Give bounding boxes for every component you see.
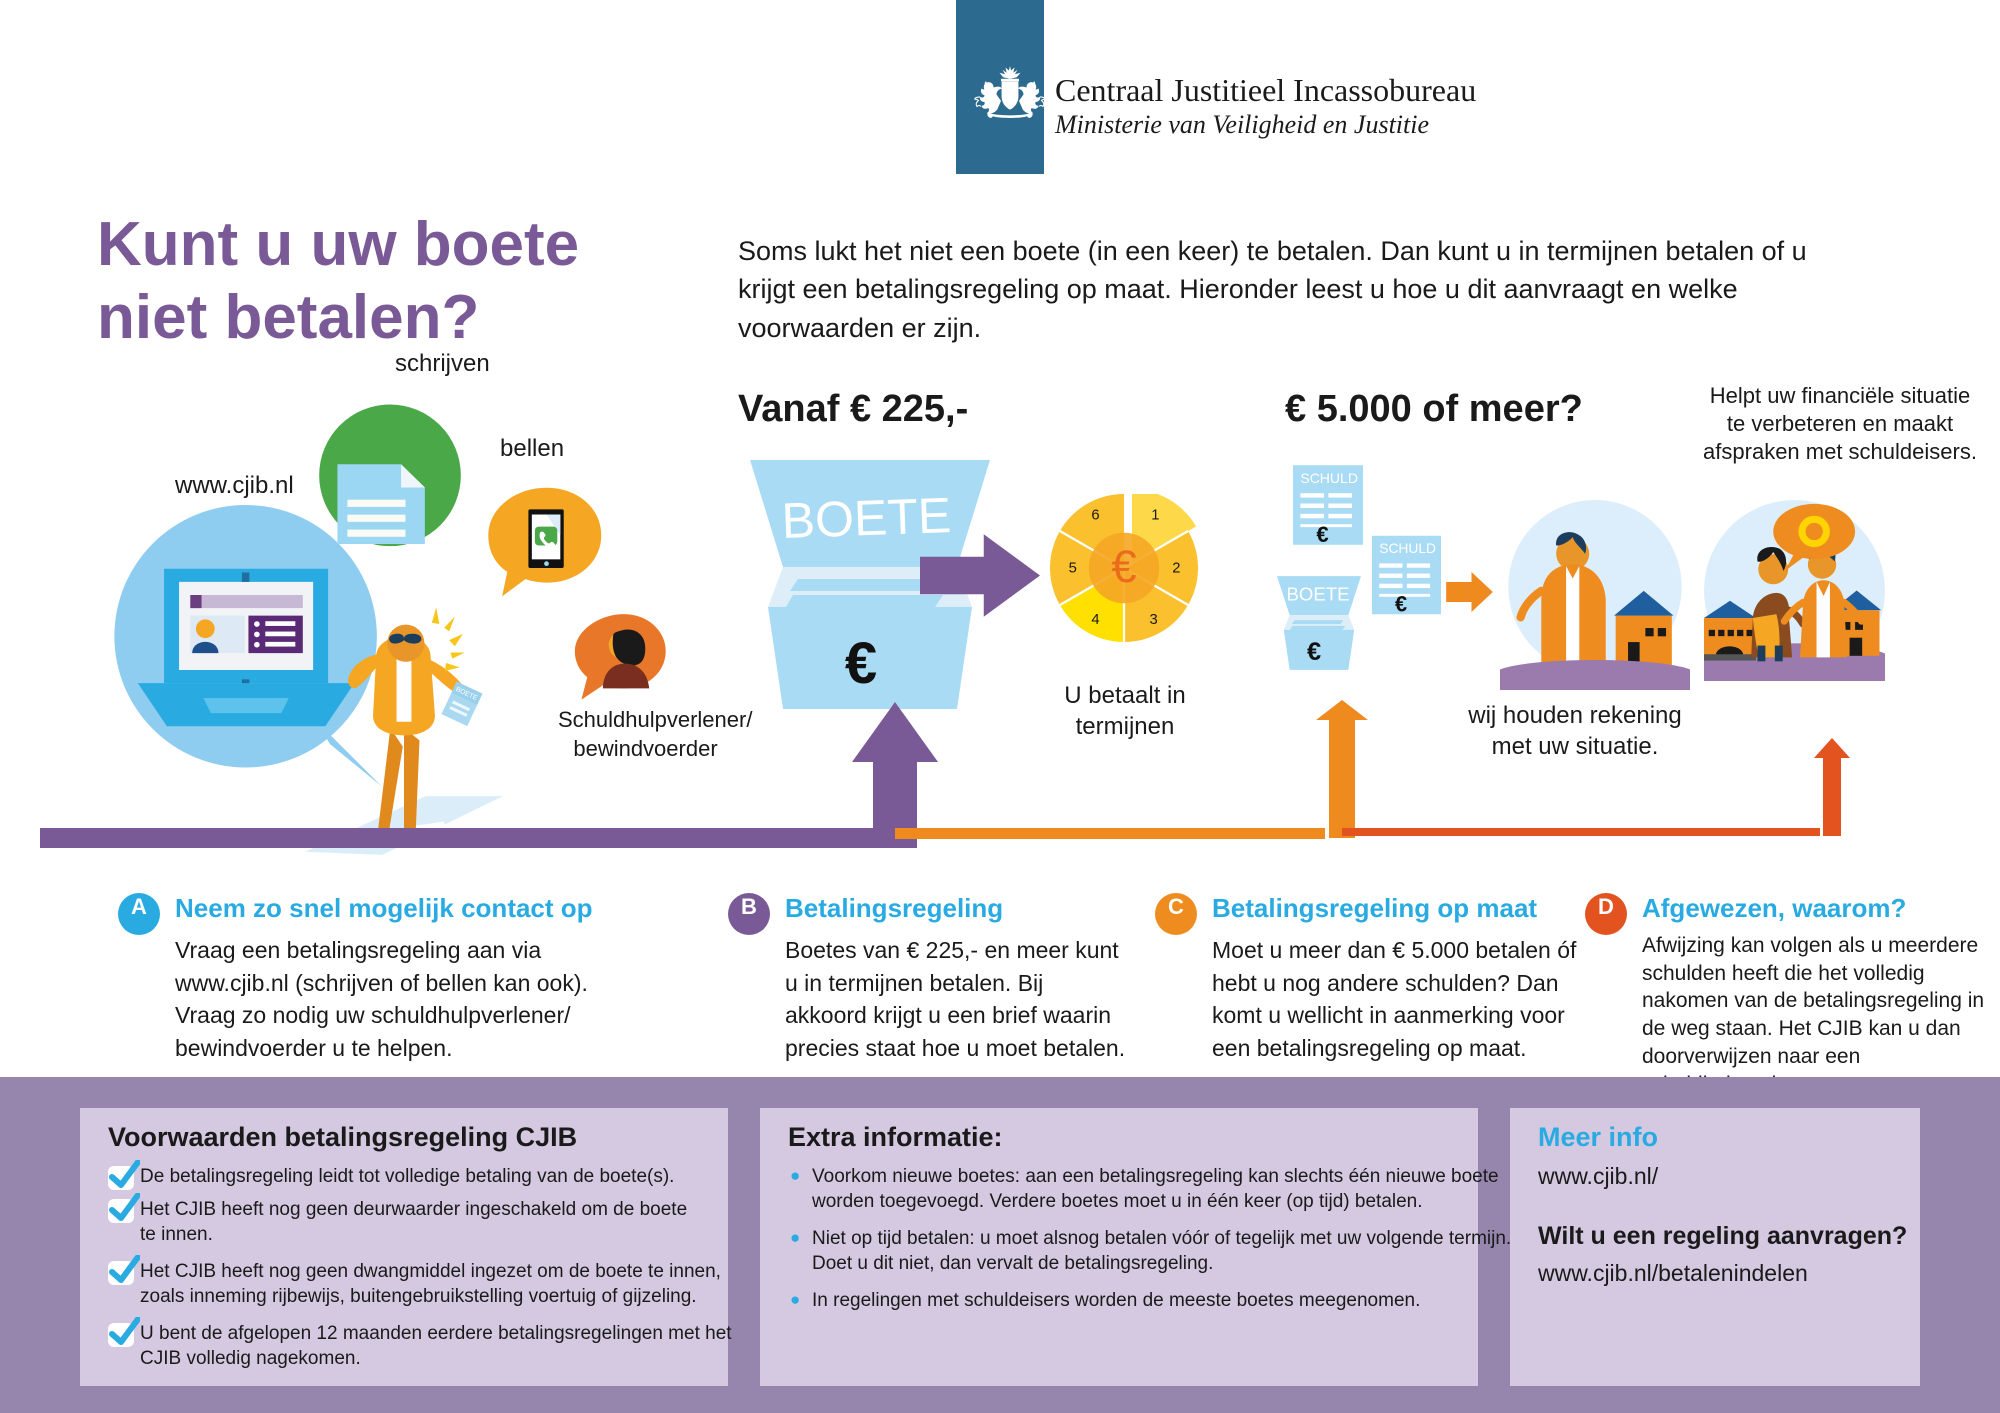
svg-text:5: 5 <box>1069 561 1077 577</box>
svg-text:SCHULD: SCHULD <box>1300 470 1358 486</box>
svg-text:BOETE: BOETE <box>1287 584 1350 605</box>
svg-text:4: 4 <box>1091 612 1099 628</box>
svg-text:€: € <box>845 631 877 696</box>
svg-text:€: € <box>1111 541 1136 592</box>
svg-text:3: 3 <box>1149 612 1157 628</box>
svg-text:6: 6 <box>1091 508 1099 524</box>
svg-text:€: € <box>1395 591 1407 616</box>
svg-text:2: 2 <box>1172 561 1180 577</box>
svg-text:SCHULD: SCHULD <box>1379 541 1436 556</box>
svg-text:€: € <box>1316 522 1328 547</box>
svg-text:1: 1 <box>1151 508 1159 524</box>
svg-text:€: € <box>1307 638 1321 666</box>
